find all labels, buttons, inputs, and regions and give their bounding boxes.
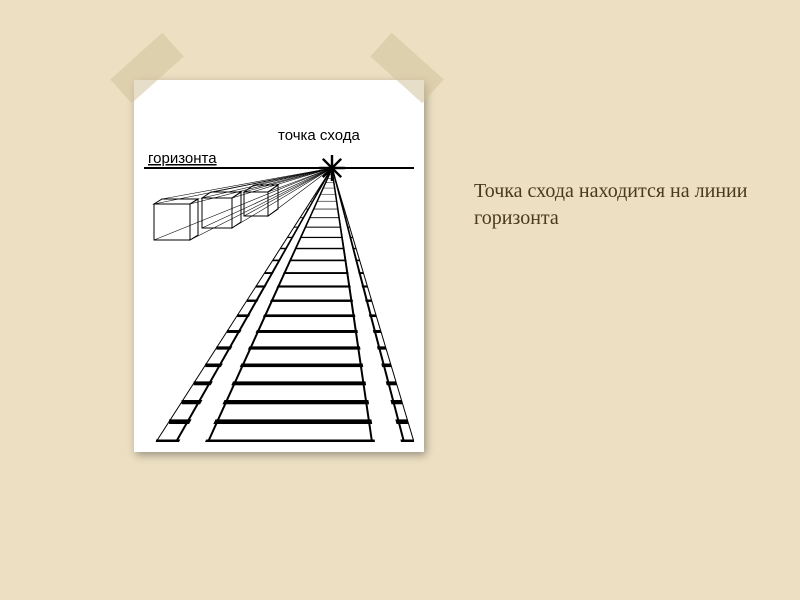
svg-text:горизонта: горизонта	[148, 150, 217, 167]
caption-text: Точка схода находится на линии горизонта	[474, 178, 774, 232]
svg-text:точка схода: точка схода	[278, 127, 361, 144]
diagram-frame: точка схода горизонта	[134, 80, 424, 452]
perspective-diagram: точка схода горизонта	[144, 90, 414, 442]
